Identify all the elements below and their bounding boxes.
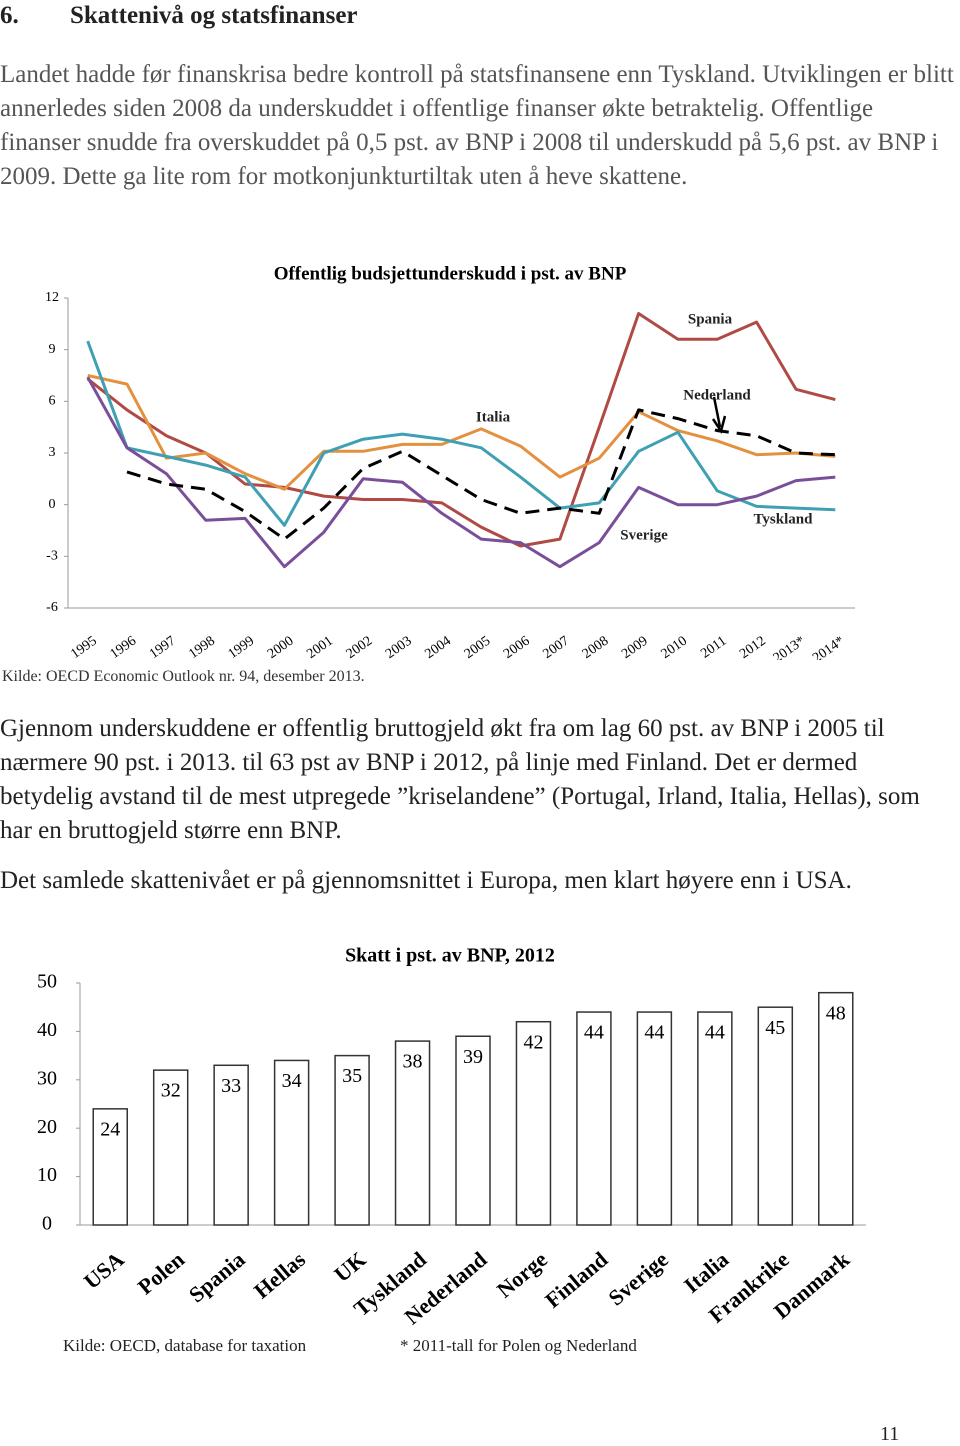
value-label: 48	[826, 1002, 846, 1024]
value-label: 34	[282, 1070, 302, 1092]
value-label: 35	[342, 1065, 362, 1087]
section-number: 6.	[0, 2, 19, 29]
line	[87, 374, 836, 491]
line	[86, 376, 836, 569]
bar	[697, 1011, 733, 1226]
value-label: 45	[765, 1017, 785, 1039]
y-tick-label: 6	[49, 394, 56, 409]
value-label: 42	[523, 1031, 543, 1053]
chart-title: Offentlig budsjettunderskudd i pst. av B…	[274, 263, 627, 284]
line-chart: Offentlig budsjettunderskudd i pst. av B…	[45, 263, 855, 660]
x-tick-label: 1998	[186, 634, 218, 660]
paragraph: Gjennom underskuddene er offentlig brutt…	[0, 715, 920, 844]
section-title: Skattenivå og statsfinanser	[70, 2, 358, 29]
x-tick-label: 1995	[68, 634, 100, 660]
x-tick-label: 2007	[540, 634, 572, 660]
series-label: Tyskland	[754, 511, 814, 527]
series-label: Italia	[476, 409, 511, 425]
bar	[576, 1011, 612, 1226]
y-tick-label: 30	[37, 1067, 57, 1089]
source: Kilde: OECD Economic Outlook nr. 94, des…	[2, 668, 365, 685]
series-label: Sverige	[620, 527, 668, 543]
x-tick-label: Sverige	[603, 1246, 673, 1310]
x-tick-label: 2006	[501, 634, 533, 660]
x-tick-label: 1997	[147, 634, 179, 660]
value-label: 44	[705, 1022, 725, 1044]
value-label: 33	[221, 1075, 241, 1097]
bar	[394, 1040, 431, 1226]
bar	[273, 1059, 310, 1226]
value-label: 38	[403, 1051, 423, 1073]
line	[126, 408, 836, 541]
bar	[515, 1020, 552, 1226]
source: Kilde: OECD, database for taxation	[63, 1336, 307, 1355]
bar	[152, 1069, 189, 1226]
x-tick-label: 2000	[265, 634, 297, 660]
x-tick-label: UK	[329, 1247, 370, 1287]
x-tick-label: USA	[79, 1246, 129, 1294]
y-tick-label: 20	[37, 1116, 57, 1138]
x-tick-label: Polen	[133, 1247, 189, 1300]
x-tick-label: 2005	[462, 634, 494, 660]
x-tick-label: 2001	[304, 634, 336, 660]
y-tick-label: 40	[37, 1019, 57, 1041]
x-tick-label: Spania	[184, 1247, 250, 1308]
x-tick-label: Hellas	[249, 1246, 310, 1303]
x-tick-label: 2009	[619, 634, 651, 660]
x-tick-label: Finland	[540, 1247, 612, 1313]
paragraph: Landet hadde før finanskrisa bedre kontr…	[0, 61, 954, 190]
x-tick-label: 1996	[108, 634, 140, 660]
y-tick-label: -6	[46, 600, 58, 615]
bar	[757, 1006, 794, 1226]
value-label: 32	[161, 1080, 181, 1102]
y-tick-label: -3	[46, 549, 58, 564]
y-tick-label: 9	[49, 342, 56, 357]
x-tick-label: 2013*	[771, 634, 808, 660]
x-tick-label: 2010	[659, 634, 691, 660]
x-tick-label: 1999	[226, 634, 258, 660]
y-tick-label: 0	[49, 497, 56, 512]
x-tick-label: 2002	[344, 634, 376, 660]
series-label: Nederland	[683, 387, 751, 403]
value-label: 24	[100, 1118, 120, 1140]
y-tick-label: 50	[37, 971, 57, 993]
paragraph: Det samlede skattenivået er på gjennomsn…	[0, 867, 852, 894]
bar	[455, 1035, 491, 1226]
value-label: 44	[584, 1022, 604, 1044]
chart-title: Skatt i pst. av BNP, 2012	[345, 945, 555, 967]
bar	[213, 1064, 249, 1226]
bar	[818, 991, 854, 1226]
x-tick-label: 2004	[422, 634, 454, 660]
bar-chart: Skatt i pst. av BNP, 2012 0 10 20 30 40 50 USA P…	[37, 945, 866, 1329]
bar	[334, 1054, 370, 1226]
y-tick-label: 0	[42, 1213, 52, 1235]
y-tick-label: 10	[37, 1164, 57, 1186]
line	[86, 340, 836, 527]
x-tick-label: 2011	[698, 634, 729, 660]
x-tick-label: 2008	[580, 634, 612, 660]
bar	[636, 1011, 673, 1226]
x-tick-label: 2003	[383, 634, 415, 660]
value-label: 44	[644, 1022, 664, 1044]
footnote: * 2011-tall for Polen og Nederland	[400, 1336, 637, 1355]
y-tick-label: 12	[45, 290, 59, 305]
value-label: 39	[463, 1046, 483, 1068]
bar	[92, 1108, 128, 1226]
x-tick-label: 2014*	[810, 634, 847, 660]
page-number: 11	[880, 1423, 900, 1445]
series-label: Spania	[688, 311, 733, 327]
y-tick-label: 3	[49, 445, 56, 460]
line	[86, 312, 836, 548]
x-tick-label: 2012	[737, 634, 769, 660]
arrow	[712, 396, 722, 428]
